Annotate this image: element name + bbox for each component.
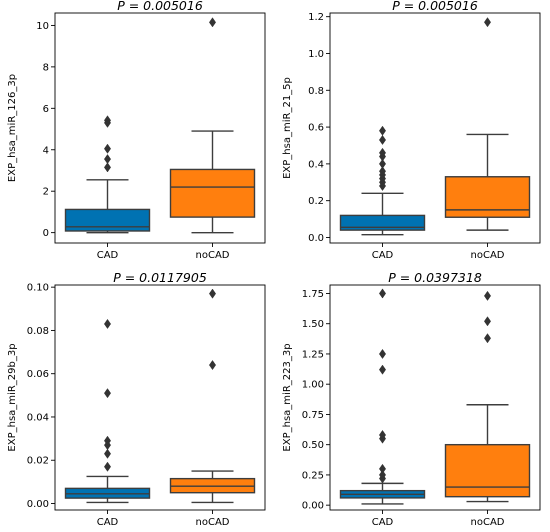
y-tick-label: 0.25 xyxy=(302,470,324,481)
iqr-box xyxy=(444,176,531,218)
outlier-point xyxy=(378,348,387,359)
y-tick-label: 10 xyxy=(36,21,49,32)
outlier-point xyxy=(378,288,387,299)
y-tick-label: 0.06 xyxy=(27,369,49,380)
outlier-point xyxy=(103,162,112,173)
y-tick-label: 0.0 xyxy=(308,233,324,244)
outlier-point xyxy=(483,290,492,301)
y-tick-label: 0.75 xyxy=(302,410,324,421)
outlier-point xyxy=(208,360,217,371)
axes-frame xyxy=(54,12,266,244)
plot-panel-4: 0.00 0.25 0.50 0.75 1.00 1.25 1.50 1.75 CAD noCAD… xyxy=(282,270,541,528)
outlier-point xyxy=(378,166,387,177)
x-tick-label: noCAD xyxy=(196,250,230,261)
plot-title: P = 0.005016 xyxy=(117,0,203,13)
outlier-point xyxy=(103,435,112,446)
outlier-point xyxy=(103,318,112,329)
y-tick-label: 0.10 xyxy=(27,283,49,294)
y-tick-label: 1.00 xyxy=(302,380,324,391)
axes-frame xyxy=(329,284,541,511)
y-tick-label: 0.50 xyxy=(302,440,324,451)
outlier-point xyxy=(103,461,112,472)
y-tick-label: 0.04 xyxy=(27,412,49,423)
box-noCAD xyxy=(169,17,256,234)
outlier-point xyxy=(483,17,492,28)
plot-panel-2: 0.0 0.2 0.4 0.6 0.8 1.0 1.2 CAD noCAD P = 0.00501… xyxy=(282,0,541,261)
iqr-box xyxy=(339,214,426,231)
y-tick-label: 1.25 xyxy=(302,349,324,360)
iqr-box xyxy=(444,443,531,498)
outlier-point xyxy=(378,429,387,441)
y-tick-label: 0 xyxy=(43,228,49,239)
box-noCAD xyxy=(444,17,531,231)
y-tick-label: 0.6 xyxy=(308,123,324,134)
x-tick-label: CAD xyxy=(372,517,394,528)
outlier-point xyxy=(378,364,387,375)
x-tick-label: noCAD xyxy=(471,517,505,528)
box-CAD xyxy=(64,318,151,504)
plot-title: P = 0.005016 xyxy=(392,0,478,13)
y-tick-label: 0.8 xyxy=(308,86,324,97)
x-tick-label: noCAD xyxy=(471,250,505,261)
y-tick-label: 1.50 xyxy=(302,319,324,330)
y-tick-label: 2 xyxy=(43,187,49,198)
outlier-point xyxy=(483,333,492,344)
y-tick-label: 0.08 xyxy=(27,326,49,337)
box-CAD xyxy=(339,288,426,505)
outlier-point xyxy=(378,125,387,136)
y-tick-label: 0.00 xyxy=(302,501,324,512)
outlier-point xyxy=(378,463,387,474)
outlier-point xyxy=(103,115,112,126)
axes-frame xyxy=(329,12,541,244)
y-tick-label: 0.2 xyxy=(308,196,324,207)
outlier-point xyxy=(378,134,387,145)
box-noCAD xyxy=(444,290,531,503)
plot-panel-3: 0.00 0.02 0.04 0.06 0.08 0.10 CAD noCAD P = 0.01… xyxy=(7,270,266,528)
outlier-point xyxy=(208,288,217,299)
y-axis-label: EXP_hsa_miR_29b_3p xyxy=(7,343,18,451)
box-CAD xyxy=(64,115,151,234)
x-tick-label: CAD xyxy=(372,250,394,261)
plot-title: P = 0.0397318 xyxy=(388,270,482,285)
y-axis-label: EXP_hsa_miR_223_3p xyxy=(282,343,293,451)
iqr-box xyxy=(64,208,151,232)
x-tick-label: noCAD xyxy=(196,517,230,528)
y-tick-label: 0.02 xyxy=(27,456,49,467)
axes-frame xyxy=(54,284,266,511)
y-tick-label: 1.75 xyxy=(302,289,324,300)
y-axis-label: EXP_hsa_miR_126_3p xyxy=(7,74,18,182)
outlier-point xyxy=(103,448,112,459)
box-noCAD xyxy=(169,288,256,504)
box-CAD xyxy=(339,125,426,236)
y-tick-label: 0.00 xyxy=(27,499,49,510)
y-tick-label: 4 xyxy=(43,145,49,156)
outlier-point xyxy=(378,469,387,480)
outlier-point xyxy=(103,143,112,154)
outlier-point xyxy=(208,17,217,28)
outlier-point xyxy=(483,316,492,327)
y-tick-label: 1.2 xyxy=(308,12,324,23)
x-tick-label: CAD xyxy=(97,517,119,528)
y-tick-label: 8 xyxy=(43,62,49,73)
y-tick-label: 1.0 xyxy=(308,49,324,60)
outlier-point xyxy=(103,154,112,165)
x-tick-label: CAD xyxy=(97,250,119,261)
plot-title: P = 0.0117905 xyxy=(113,270,207,285)
plot-panel-1: 0 2 4 6 8 10 CAD noCAD P = 0.005016 EXP_hsa_miR_1… xyxy=(7,0,266,261)
y-axis-label: EXP_hsa_miR_21_5p xyxy=(282,77,293,179)
iqr-box xyxy=(169,168,256,218)
outlier-point xyxy=(103,388,112,399)
y-tick-label: 6 xyxy=(43,104,49,115)
outlier-point xyxy=(378,158,387,169)
y-tick-label: 0.4 xyxy=(308,159,324,170)
outlier-point xyxy=(378,147,387,158)
